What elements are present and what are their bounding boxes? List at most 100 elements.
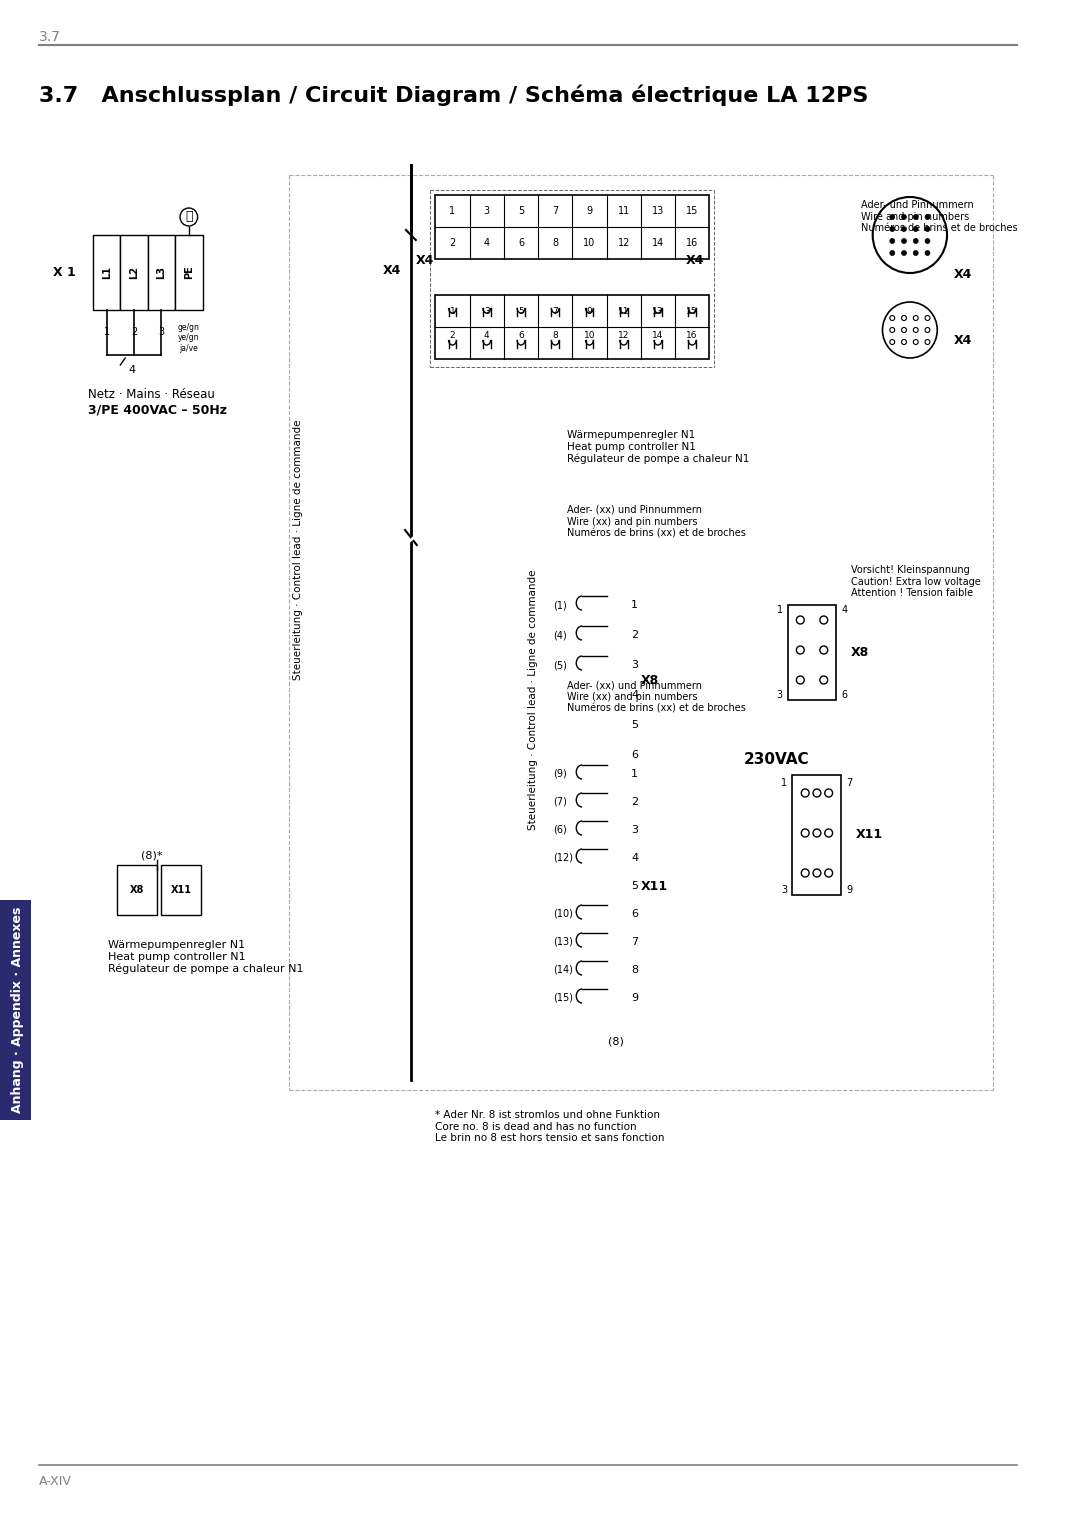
Text: 6: 6	[518, 238, 524, 247]
Text: Steuerleitung · Control lead · Ligne de commande: Steuerleitung · Control lead · Ligne de …	[294, 420, 303, 680]
Text: X4: X4	[382, 264, 401, 276]
Text: L2: L2	[129, 266, 139, 279]
Text: X11: X11	[171, 886, 191, 895]
Text: Vorsicht! Kleinspannung
Caution! Extra low voltage
Attention ! Tension faible: Vorsicht! Kleinspannung Caution! Extra l…	[851, 565, 981, 599]
Circle shape	[873, 197, 947, 273]
Text: 7: 7	[631, 938, 638, 947]
Text: (7): (7)	[553, 797, 567, 806]
Text: 3: 3	[782, 886, 787, 895]
Text: 6: 6	[631, 909, 638, 919]
Text: 3/PE 400VAC – 50Hz: 3/PE 400VAC – 50Hz	[89, 403, 227, 417]
Circle shape	[914, 226, 918, 232]
Text: 6: 6	[631, 750, 638, 760]
Text: 7: 7	[552, 206, 558, 215]
Text: X4: X4	[686, 253, 704, 267]
Text: L3: L3	[157, 266, 166, 279]
Text: * Ader Nr. 8 ist stromlos und ohne Funktion
Core no. 8 is dead and has no functi: * Ader Nr. 8 ist stromlos und ohne Funkt…	[435, 1110, 665, 1144]
Bar	[118, 864, 157, 915]
Text: X8: X8	[851, 646, 869, 660]
Circle shape	[926, 214, 930, 220]
Text: 13: 13	[652, 307, 664, 316]
Text: 11: 11	[618, 206, 630, 215]
Circle shape	[890, 214, 894, 220]
Circle shape	[914, 250, 918, 255]
Text: 4: 4	[841, 605, 848, 615]
Bar	[435, 295, 710, 359]
Text: 3: 3	[631, 825, 638, 835]
Text: Ader- (xx) und Pinnummern
Wire (xx) and pin numbers
Numéros de brins (xx) et de : Ader- (xx) und Pinnummern Wire (xx) and …	[567, 680, 746, 713]
Circle shape	[914, 238, 918, 243]
Text: X4: X4	[954, 269, 972, 281]
Text: X 1: X 1	[53, 266, 76, 279]
Text: Netz · Mains · Réseau: Netz · Mains · Réseau	[89, 388, 215, 402]
Text: 12: 12	[618, 238, 630, 247]
Text: 3: 3	[484, 307, 489, 316]
Text: (15): (15)	[553, 993, 572, 1003]
Circle shape	[902, 238, 906, 243]
Circle shape	[180, 208, 198, 226]
Text: 3.7: 3.7	[39, 31, 60, 44]
Text: 2: 2	[449, 330, 456, 339]
Circle shape	[890, 250, 894, 255]
Text: 13: 13	[652, 206, 664, 215]
Circle shape	[882, 302, 937, 357]
Text: 14: 14	[652, 238, 664, 247]
Bar	[0, 899, 31, 1119]
Text: (5): (5)	[553, 660, 567, 670]
Text: 10: 10	[583, 238, 595, 247]
Text: 5: 5	[518, 307, 524, 316]
Text: 1: 1	[631, 600, 638, 609]
Text: 6: 6	[518, 330, 524, 339]
Text: 2: 2	[631, 631, 638, 640]
Text: 16: 16	[686, 238, 699, 247]
Text: (14): (14)	[553, 965, 572, 976]
Text: X11: X11	[856, 829, 883, 841]
Text: 9: 9	[586, 307, 592, 316]
Text: 16: 16	[687, 330, 698, 339]
Text: 1: 1	[631, 770, 638, 779]
Bar	[93, 235, 120, 310]
Text: 4: 4	[129, 365, 135, 376]
Text: 2: 2	[449, 238, 456, 247]
Text: 15: 15	[686, 206, 699, 215]
Text: (10): (10)	[553, 909, 572, 919]
Bar	[787, 605, 837, 699]
Text: 2: 2	[131, 327, 137, 337]
Text: (13): (13)	[553, 938, 572, 947]
Text: 3: 3	[484, 206, 490, 215]
Bar	[793, 776, 841, 895]
Text: 9: 9	[631, 993, 638, 1003]
Text: 3: 3	[631, 660, 638, 670]
Text: X4: X4	[416, 253, 434, 267]
Text: 1: 1	[449, 307, 456, 316]
Text: 5: 5	[517, 206, 524, 215]
Text: 14: 14	[652, 330, 663, 339]
Text: L1: L1	[102, 266, 111, 279]
Text: ge/gn
ye/gn
ja/ve: ge/gn ye/gn ja/ve	[178, 324, 200, 353]
Text: 5: 5	[631, 721, 638, 730]
Text: 4: 4	[631, 854, 638, 863]
Text: 6: 6	[841, 690, 848, 699]
Circle shape	[926, 250, 930, 255]
Text: 8: 8	[552, 330, 558, 339]
Circle shape	[890, 238, 894, 243]
Text: Wärmepumpenregler N1
Heat pump controller N1
Régulateur de pompe a chaleur N1: Wärmepumpenregler N1 Heat pump controlle…	[567, 431, 750, 464]
Bar	[161, 864, 201, 915]
Circle shape	[902, 250, 906, 255]
Text: 1: 1	[449, 206, 456, 215]
Circle shape	[902, 214, 906, 220]
Text: Steuerleitung · Control lead · Ligne de commande: Steuerleitung · Control lead · Ligne de …	[528, 570, 538, 831]
Text: (8): (8)	[608, 1037, 624, 1048]
Text: 3.7   Anschlussplan / Circuit Diagram / Schéma électrique LA 12PS: 3.7 Anschlussplan / Circuit Diagram / Sc…	[39, 86, 868, 107]
Text: X4: X4	[954, 333, 972, 347]
Text: 3: 3	[159, 327, 164, 337]
Text: 9: 9	[847, 886, 852, 895]
Text: 15: 15	[687, 307, 698, 316]
Text: 4: 4	[631, 690, 638, 699]
Text: (12): (12)	[553, 854, 572, 863]
Text: X11: X11	[640, 880, 667, 892]
Text: PE: PE	[184, 266, 193, 279]
Bar	[435, 195, 710, 260]
Text: 230VAC: 230VAC	[743, 753, 809, 768]
Text: (1): (1)	[553, 600, 567, 609]
